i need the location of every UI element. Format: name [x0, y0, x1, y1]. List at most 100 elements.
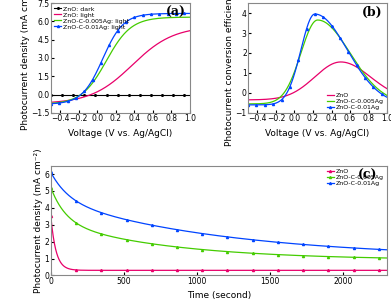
ZnO-C-0.01Ag: [329, 23, 334, 27]
ZnO-C-0.005Ag: [382, 92, 386, 95]
ZnO-C-0.005Ag: [246, 102, 251, 106]
ZnO: light: (-0.5, -0.631): light: (-0.5, -0.631): [48, 100, 53, 104]
ZnO-C-0.01Ag: [313, 12, 317, 16]
ZnO-C-0.01Ag: [321, 16, 326, 19]
ZnO: [385, 87, 389, 91]
Line: ZnO-C-0.005Ag: light: ZnO-C-0.005Ag: light: [51, 17, 190, 103]
ZnO-C-0.01Ag: [312, 12, 316, 16]
ZnO: dark: (0.312, -0.05): dark: (0.312, -0.05): [124, 93, 128, 97]
Line: ZnO: ZnO: [50, 215, 388, 271]
ZnO: light: (0.212, 1.28): light: (0.212, 1.28): [115, 77, 119, 81]
ZnO-C-0.005Ag: [385, 94, 389, 97]
ZnO: dark: (0.221, -0.05): dark: (0.221, -0.05): [115, 93, 120, 97]
ZnO-C-0.01Ag: [313, 12, 317, 16]
ZnO-C-0.005Ag: light: (0.312, 5.14): light: (0.312, 5.14): [124, 30, 128, 34]
ZnO-C-0.005Ag: [313, 254, 318, 258]
ZnO: [312, 76, 316, 79]
ZnO: [246, 98, 251, 102]
ZnO-C-0.005Ag: light: (0.212, 4.2): light: (0.212, 4.2): [115, 42, 119, 45]
Line: ZnO-C-0.01Ag: ZnO-C-0.01Ag: [247, 13, 388, 106]
ZnO: [48, 215, 53, 218]
ZnO: [212, 268, 217, 272]
Line: ZnO-C-0.01Ag: light: ZnO-C-0.01Ag: light: [50, 13, 191, 105]
ZnO: [314, 268, 318, 272]
Text: (b): (b): [362, 6, 383, 19]
ZnO-C-0.005Ag: light: (-0.5, -0.721): light: (-0.5, -0.721): [48, 102, 53, 105]
ZnO-C-0.01Ag: [212, 233, 217, 237]
ZnO-C-0.01Ag: light: (-0.5, -0.752): light: (-0.5, -0.752): [48, 102, 53, 106]
ZnO-C-0.01Ag: [66, 193, 70, 196]
ZnO-C-0.005Ag: [329, 25, 334, 29]
ZnO-C-0.005Ag: [203, 248, 208, 252]
Legend: ZnO, ZnO-C-0.005Ag, ZnO-C-0.01Ag: ZnO, ZnO-C-0.005Ag, ZnO-C-0.01Ag: [325, 91, 385, 111]
ZnO-C-0.005Ag: [313, 19, 317, 23]
ZnO-C-0.005Ag: [375, 256, 380, 260]
ZnO: dark: (0.729, -0.05): dark: (0.729, -0.05): [162, 93, 167, 97]
Legend: ZnO, ZnO-C-0.005Ag, ZnO-C-0.01Ag: ZnO, ZnO-C-0.005Ag, ZnO-C-0.01Ag: [325, 167, 385, 187]
ZnO-C-0.01Ag: [246, 103, 251, 107]
X-axis label: Voltage (V vs. Ag/AgCl): Voltage (V vs. Ag/AgCl): [68, 129, 172, 138]
ZnO-C-0.01Ag: light: (0.221, 5.24): light: (0.221, 5.24): [115, 29, 120, 32]
ZnO-C-0.01Ag: [48, 170, 53, 174]
Line: ZnO: ZnO: [248, 62, 387, 100]
Y-axis label: Photocurrent density (mA cm⁻²): Photocurrent density (mA cm⁻²): [34, 148, 43, 293]
ZnO: [203, 268, 208, 272]
Y-axis label: Photocurrent conversion efficiency (%): Photocurrent conversion efficiency (%): [225, 0, 234, 146]
Line: ZnO-C-0.01Ag: ZnO-C-0.01Ag: [50, 171, 388, 251]
ZnO-C-0.01Ag: light: (1, 6.65): light: (1, 6.65): [187, 12, 192, 15]
ZnO-C-0.005Ag: [385, 256, 389, 260]
ZnO-C-0.01Ag: [375, 248, 380, 251]
Line: ZnO: dark: ZnO: dark: [50, 94, 191, 96]
ZnO-C-0.005Ag: [212, 249, 217, 252]
ZnO: [360, 69, 365, 73]
ZnO-C-0.01Ag: light: (0.729, 6.63): light: (0.729, 6.63): [162, 12, 167, 16]
ZnO: light: (0.312, 1.94): light: (0.312, 1.94): [124, 69, 128, 73]
ZnO: dark: (0.964, -0.05): dark: (0.964, -0.05): [184, 93, 189, 97]
ZnO: [375, 268, 380, 272]
Text: (a): (a): [166, 6, 186, 19]
ZnO: [321, 68, 326, 72]
ZnO-C-0.005Ag: light: (0.393, 5.63): light: (0.393, 5.63): [131, 24, 136, 28]
Line: ZnO: light: ZnO: light: [51, 31, 190, 102]
ZnO: [313, 75, 317, 79]
Line: ZnO-C-0.005Ag: ZnO-C-0.005Ag: [50, 186, 388, 259]
ZnO-C-0.01Ag: [382, 94, 386, 97]
X-axis label: Time (second): Time (second): [187, 291, 251, 300]
ZnO-C-0.005Ag: [48, 186, 53, 189]
ZnO-C-0.005Ag: light: (0.221, 4.3): light: (0.221, 4.3): [115, 40, 120, 44]
ZnO-C-0.01Ag: [375, 248, 380, 251]
ZnO-C-0.005Ag: light: (1, 6.34): light: (1, 6.34): [187, 15, 192, 19]
ZnO: [385, 268, 389, 272]
ZnO: [339, 60, 343, 64]
ZnO-C-0.01Ag: [313, 244, 318, 247]
Text: (c): (c): [357, 169, 377, 182]
ZnO-C-0.005Ag: [66, 215, 70, 218]
ZnO: [382, 85, 386, 89]
ZnO-C-0.01Ag: [203, 232, 208, 236]
ZnO: light: (0.221, 1.34): light: (0.221, 1.34): [115, 76, 120, 80]
ZnO-C-0.005Ag: light: (0.729, 6.29): light: (0.729, 6.29): [162, 16, 167, 20]
ZnO-C-0.005Ag: [316, 18, 320, 22]
Y-axis label: Photocurrent density (mA cm⁻²): Photocurrent density (mA cm⁻²): [21, 0, 30, 130]
ZnO: light: (0.964, 5.17): light: (0.964, 5.17): [184, 30, 189, 33]
ZnO: dark: (0.212, -0.05): dark: (0.212, -0.05): [115, 93, 119, 97]
Line: ZnO-C-0.005Ag: ZnO-C-0.005Ag: [248, 20, 387, 104]
ZnO-C-0.005Ag: [321, 20, 326, 23]
ZnO-C-0.005Ag: [375, 256, 380, 260]
Legend: ZnO: dark, ZnO: light, ZnO-C-0.005Ag: light, ZnO-C-0.01Ag: light: ZnO: dark, ZnO: light, ZnO-C-0.005Ag: li…: [53, 5, 131, 31]
ZnO: dark: (1, -0.05): dark: (1, -0.05): [187, 93, 192, 97]
ZnO: [328, 63, 333, 66]
X-axis label: Voltage (V vs. Ag/AgCl): Voltage (V vs. Ag/AgCl): [265, 129, 370, 138]
ZnO-C-0.005Ag: [360, 70, 365, 73]
ZnO: light: (0.729, 4.51): light: (0.729, 4.51): [162, 38, 167, 41]
ZnO-C-0.01Ag: light: (0.312, 5.95): light: (0.312, 5.95): [124, 20, 128, 24]
ZnO: light: (1, 5.23): light: (1, 5.23): [187, 29, 192, 32]
ZnO-C-0.01Ag: [385, 248, 389, 252]
ZnO-C-0.01Ag: light: (0.964, 6.65): light: (0.964, 6.65): [184, 12, 189, 15]
ZnO: [250, 268, 255, 272]
ZnO-C-0.005Ag: light: (0.964, 6.34): light: (0.964, 6.34): [184, 15, 189, 19]
ZnO-C-0.01Ag: [385, 95, 389, 99]
ZnO: [66, 267, 70, 270]
ZnO-C-0.01Ag: [360, 72, 365, 76]
ZnO: light: (0.393, 2.52): light: (0.393, 2.52): [131, 62, 136, 66]
